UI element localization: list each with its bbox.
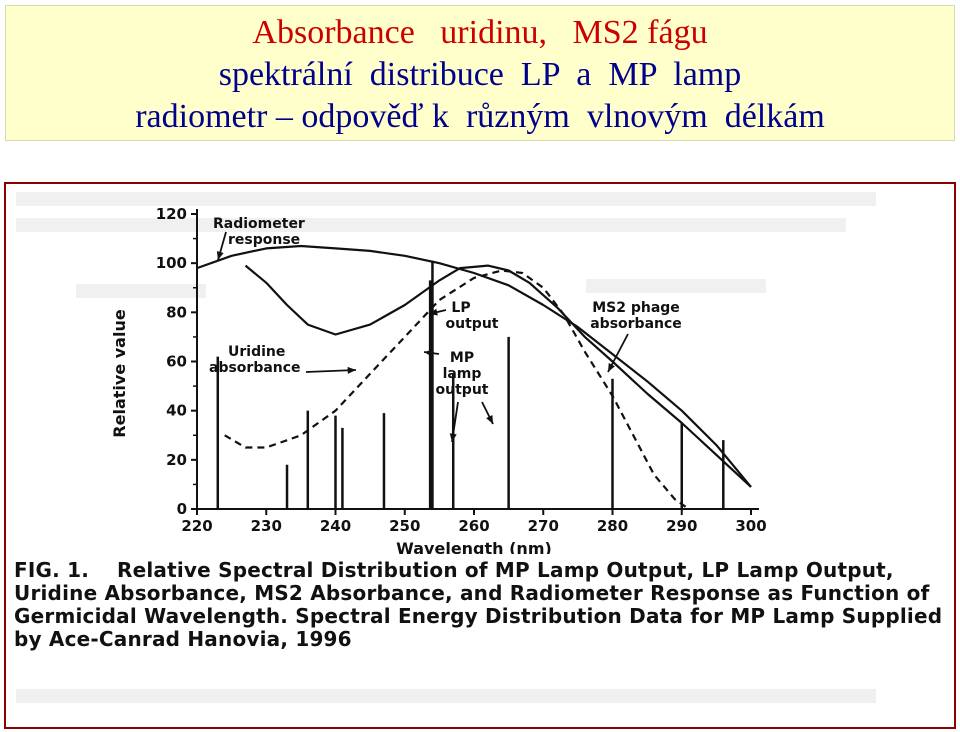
annotation-ms2-line-1: MS2 phage (592, 300, 680, 316)
annotation-radiometer-arrow-head (216, 251, 224, 260)
faded-scan-text (16, 192, 876, 206)
annotation-mp-arrow-down-head (449, 433, 457, 442)
figure-caption-text: Relative Spectral Distribution of MP Lam… (14, 558, 943, 651)
slide-header: Absorbance uridinu, MS2 fágu spektrální … (5, 5, 955, 141)
annotation-radiometer-line-2: response (228, 232, 300, 248)
annotation-mp-arrow-up-head (424, 349, 433, 357)
figure-caption: FIG. 1. Relative Spectral Distribution of… (14, 559, 944, 651)
annotation-uridine-arrow (305, 369, 357, 373)
spectral-chart: 0 20 40 60 80 100 120 220 230 240 250 260 270 280 290 3… (110, 205, 767, 554)
x-tick-label: 250 (389, 517, 420, 535)
annotation-lp-line-2: output (446, 316, 499, 332)
faded-scan-text (586, 279, 766, 293)
y-tick-label: 0 (177, 500, 187, 518)
x-tick-label: 240 (320, 517, 351, 535)
annotation-mp-line-2: lamp (443, 366, 482, 382)
x-tick-label: 260 (458, 517, 489, 535)
x-tick-label: 280 (597, 517, 628, 535)
x-tick-label: 220 (181, 517, 212, 535)
slide-title-line-3: radiometr – odpověď k různým vlnovým dél… (135, 98, 825, 135)
annotation-ms2-arrow-head (608, 363, 615, 372)
x-tick-label: 230 (251, 517, 282, 535)
faded-scan-text (76, 284, 206, 298)
annotation-mp-arrow-right-head (486, 415, 493, 424)
radiometer-curve (196, 244, 752, 488)
y-tick-label: 60 (166, 353, 187, 371)
annotation-mp-line-3: output (436, 382, 489, 398)
y-tick-label: 20 (166, 451, 187, 469)
figure-label: FIG. 1. (14, 558, 89, 582)
annotation-mp-line-1: MP (450, 350, 474, 366)
uridine-curve (224, 269, 690, 510)
annotation-uridine-arrow-head (347, 366, 356, 374)
x-axis-title: Wavelength (nm) (396, 539, 552, 554)
y-tick-label: 100 (156, 254, 187, 272)
y-tick-label: 40 (166, 402, 187, 420)
y-axis-title: Relative value (110, 309, 129, 438)
x-tick-label: 300 (735, 517, 766, 535)
y-tick-label: 120 (156, 205, 187, 223)
annotation-radiometer-line-1: Radiometer (213, 216, 305, 232)
annotation-lp-arrow-head (429, 308, 438, 316)
annotation-uridine-line-2: absorbance (209, 360, 301, 376)
ms2-curve (244, 264, 752, 488)
y-tick-label: 80 (166, 303, 187, 321)
slide-title-line-1: Absorbance uridinu, MS2 fágu (252, 14, 708, 51)
x-tick-label: 270 (528, 517, 559, 535)
annotation-uridine-line-1: Uridine (228, 344, 285, 360)
scanned-figure: 0 20 40 60 80 100 120 220 230 240 250 260 270 280 290 3… (4, 182, 956, 729)
annotation-lp-line-1: LP (451, 300, 470, 316)
faded-scan-text (16, 689, 876, 703)
annotation-ms2-line-2: absorbance (590, 316, 682, 332)
slide-title-line-2: spektrální distribuce LP a MP lamp (218, 56, 742, 93)
faded-scan-text (16, 218, 846, 232)
x-tick-label: 290 (666, 517, 697, 535)
